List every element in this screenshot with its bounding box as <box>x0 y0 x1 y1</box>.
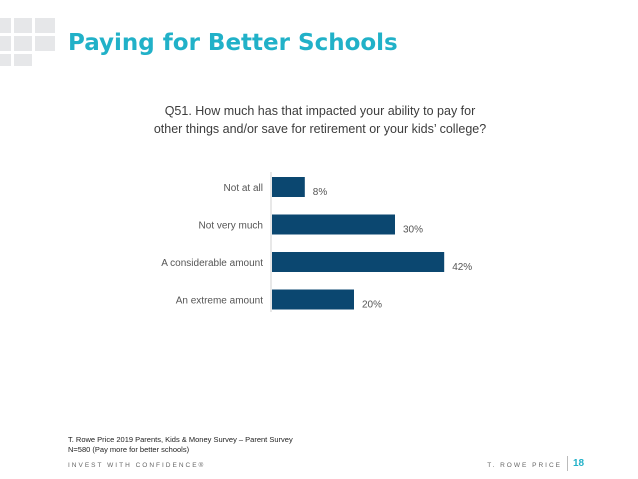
category-label-2: A considerable amount <box>161 258 263 269</box>
category-label-1: Not very much <box>199 221 263 232</box>
data-label-3: 20% <box>362 300 382 311</box>
bar-2 <box>272 252 445 272</box>
bar-0 <box>272 177 305 197</box>
footer-brand-logo: T. ROWE PRICE <box>487 462 562 469</box>
data-label-1: 30% <box>403 225 423 236</box>
bar-1 <box>272 214 395 235</box>
source-note: T. Rowe Price 2019 Parents, Kids & Money… <box>68 435 293 455</box>
source-line-2: N=580 (Pay more for better schools) <box>68 445 190 454</box>
chart-title-line-2: other things and/or save for retirement … <box>153 122 487 136</box>
data-label-0: 8% <box>313 187 328 198</box>
logo-grid-decoration <box>0 18 56 66</box>
category-label-3: An extreme amount <box>176 296 263 307</box>
footer-tagline: INVEST WITH CONFIDENCE® <box>68 462 206 469</box>
source-line-1: T. Rowe Price 2019 Parents, Kids & Money… <box>68 435 293 444</box>
footer-divider <box>567 456 568 471</box>
page-title: Paying for Better Schools <box>68 30 398 56</box>
bar-3 <box>272 289 354 310</box>
data-label-2: 42% <box>452 262 472 273</box>
page-number: 18 <box>573 458 585 469</box>
chart-title: Q51. How much has that impacted your abi… <box>140 102 500 138</box>
chart-title-line-1: Q51. How much has that impacted your abi… <box>164 104 476 118</box>
category-label-0: Not at all <box>224 183 263 194</box>
